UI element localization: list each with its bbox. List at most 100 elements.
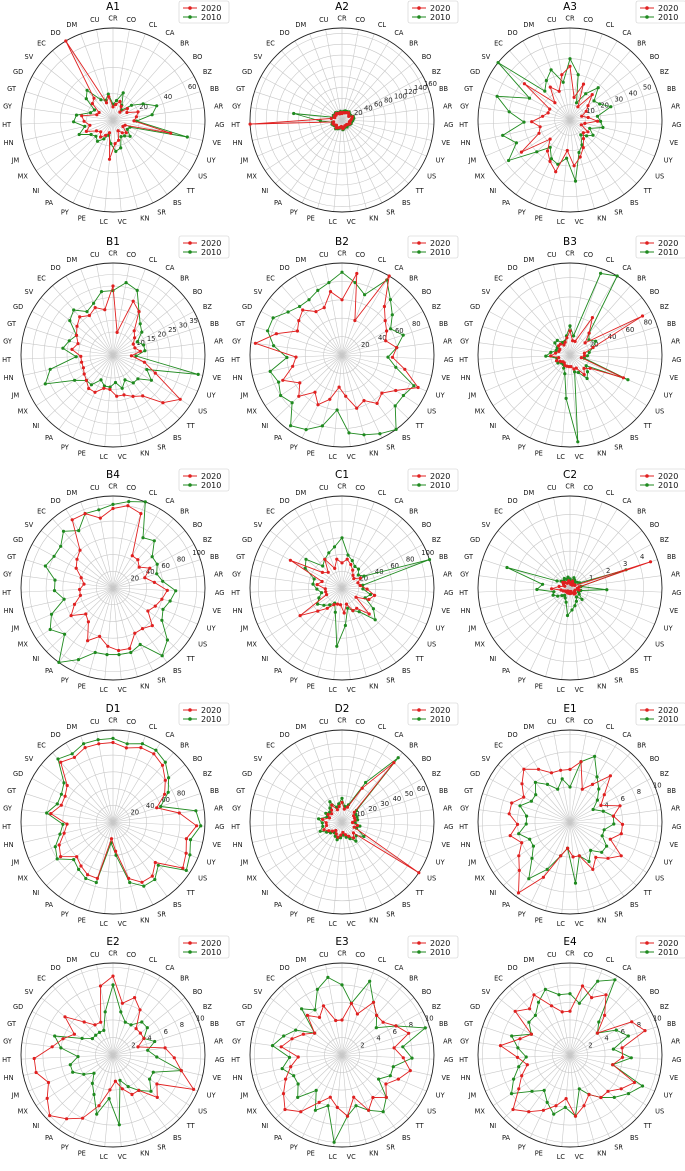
data-point-2010 — [327, 551, 331, 555]
data-point-2020 — [349, 562, 353, 567]
spoke — [341, 821, 397, 897]
data-point-2010 — [155, 1055, 159, 1059]
data-point-2010 — [555, 338, 559, 342]
spoke — [509, 985, 571, 1056]
radial-tick-label: 4 — [376, 1035, 380, 1043]
category-label: CL — [378, 956, 387, 964]
category-label: BB — [667, 320, 677, 328]
spoke — [341, 587, 434, 593]
data-point-2020 — [97, 110, 101, 115]
data-point-2020 — [299, 1110, 303, 1114]
grid-ring — [45, 754, 181, 890]
data-point-2020 — [184, 837, 188, 841]
category-label: SR — [614, 443, 623, 451]
category-label: NI — [32, 1122, 39, 1130]
radial-tick-label: 60 — [626, 326, 635, 334]
radial-tick-label: 60 — [188, 83, 197, 91]
data-point-2010 — [106, 92, 110, 96]
data-point-2020 — [323, 587, 327, 591]
data-point-2020 — [561, 580, 565, 584]
data-point-2010 — [374, 1026, 378, 1030]
category-label: CU — [319, 16, 329, 24]
category-label: BO — [422, 988, 432, 996]
data-point-2010 — [555, 579, 559, 583]
data-point-2010 — [587, 350, 591, 354]
category-label: EC — [37, 975, 46, 983]
category-label: AR — [214, 103, 224, 111]
data-point-2010 — [597, 1020, 601, 1024]
data-point-2020 — [557, 356, 561, 360]
data-point-2020 — [134, 1027, 138, 1031]
data-point-2010 — [626, 1092, 631, 1096]
spoke — [325, 497, 343, 589]
data-point-2010 — [340, 983, 344, 987]
data-point-2010 — [95, 139, 100, 143]
data-point-2020 — [120, 1001, 124, 1005]
grid-ring — [554, 104, 586, 136]
data-point-2010 — [613, 978, 617, 982]
category-label: CL — [606, 489, 615, 497]
category-label: UY — [664, 624, 674, 632]
data-point-2020 — [349, 1001, 353, 1005]
grid-ring — [482, 967, 658, 1143]
data-point-2010 — [577, 592, 581, 596]
data-point-2020 — [107, 131, 112, 135]
data-point-2010 — [52, 589, 57, 593]
spoke — [36, 1054, 114, 1106]
category-label: DM — [295, 256, 306, 264]
data-point-2010 — [348, 837, 352, 841]
data-point-2020 — [555, 359, 559, 363]
category-label: BR — [180, 508, 190, 516]
category-label: CA — [622, 497, 632, 505]
grid-ring — [324, 1037, 360, 1073]
data-point-2020 — [155, 1095, 159, 1099]
category-label: DO — [279, 264, 289, 272]
category-label: CA — [394, 264, 404, 272]
spoke — [58, 821, 114, 897]
category-label: US — [427, 173, 436, 181]
category-label: DO — [507, 29, 517, 37]
category-label: UY — [207, 1091, 217, 1099]
data-point-2020 — [130, 1092, 134, 1097]
spoke — [537, 735, 571, 823]
data-point-2020 — [330, 808, 334, 812]
category-label: PE — [307, 683, 315, 691]
category-label: BS — [402, 199, 411, 207]
category-label: US — [655, 875, 664, 883]
category-label: HN — [461, 374, 471, 382]
panel-title: C1 — [335, 469, 349, 481]
spoke — [569, 964, 587, 1056]
spoke — [341, 264, 359, 356]
spoke — [569, 821, 660, 843]
data-point-2010 — [568, 785, 572, 789]
category-label: VC — [347, 218, 357, 226]
grid-ring — [77, 1019, 149, 1091]
radial-tick-label: 60 — [374, 101, 383, 109]
category-label: LC — [557, 1153, 566, 1161]
category-label: SV — [254, 988, 263, 996]
category-label: AG — [215, 589, 225, 597]
frame-circle — [249, 27, 435, 213]
data-point-2010 — [138, 322, 142, 326]
category-label: HT — [231, 1056, 241, 1064]
spoke — [112, 50, 174, 121]
data-point-2020 — [355, 271, 359, 276]
spoke — [341, 1054, 427, 1092]
category-label: CA — [394, 731, 404, 739]
data-point-2010 — [535, 587, 539, 592]
radial-tick-label: 2 — [606, 567, 610, 575]
spoke — [257, 119, 343, 157]
data-point-2020 — [571, 855, 575, 859]
category-label: GY — [3, 103, 13, 111]
category-label: MX — [247, 173, 258, 181]
data-point-2020 — [297, 319, 301, 323]
radial-tick-label: 8 — [409, 1021, 413, 1029]
category-label: CA — [394, 29, 404, 37]
category-label: SR — [157, 910, 166, 918]
category-label: DM — [66, 723, 77, 731]
radial-tick-label: 20 — [157, 330, 166, 338]
category-label: BZ — [660, 1003, 670, 1011]
spoke — [112, 821, 122, 914]
data-point-2020 — [95, 876, 99, 881]
